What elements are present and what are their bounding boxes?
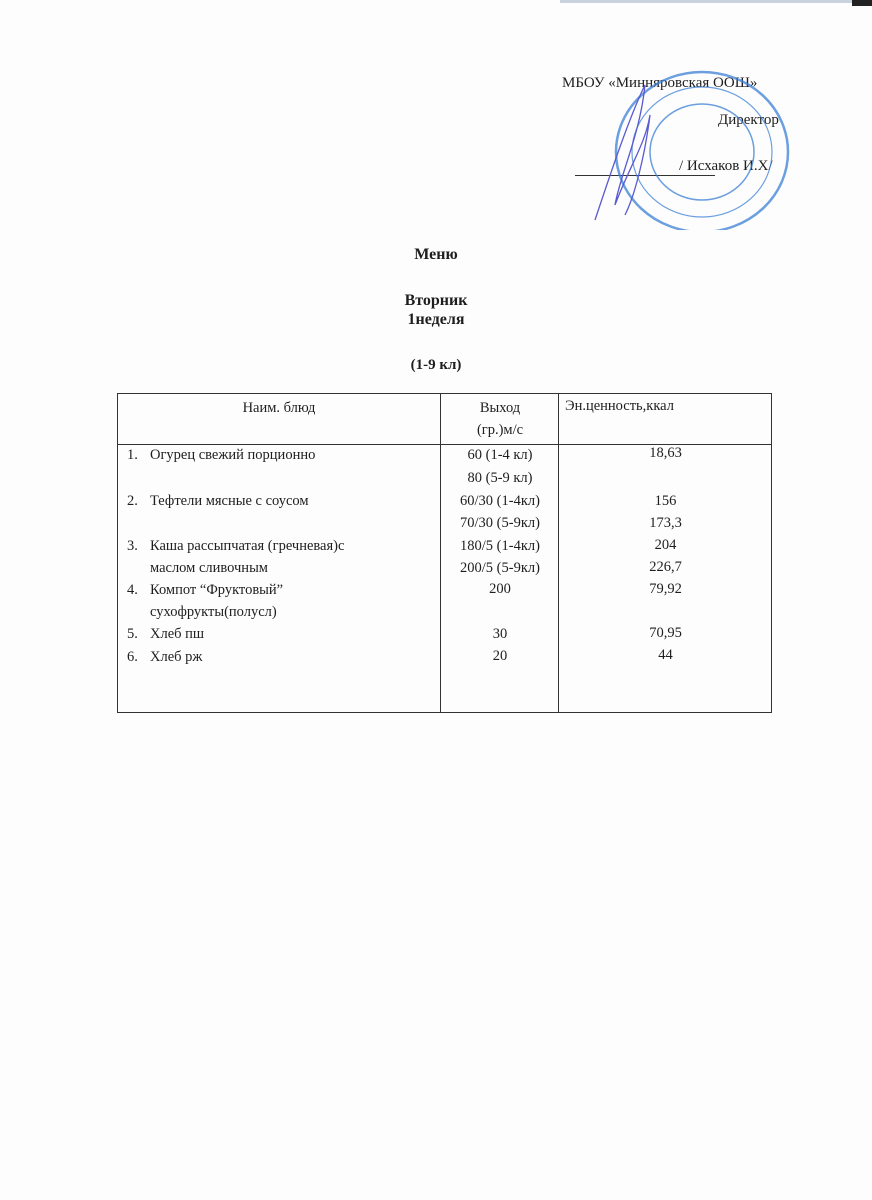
yield-value: 200/5 (5-9кл) xyxy=(460,560,540,576)
yield-value: 80 (5-9 кл) xyxy=(467,470,533,486)
yield-value: 200 xyxy=(489,581,511,597)
row-number: 2. xyxy=(127,493,138,509)
menu-table: Наим. блюд Выход (гр.)м/с Эн.ценность,кк… xyxy=(117,393,772,713)
dish-name-cont: сухофрукты(полусл) xyxy=(150,604,277,620)
yield-value: 20 xyxy=(492,648,508,664)
row-number: 4. xyxy=(127,582,138,598)
yield-value: 60 (1-4 кл) xyxy=(467,447,533,463)
energy-value: 156 xyxy=(654,493,677,509)
week-label: 1неделя xyxy=(407,311,465,328)
header-dish-name: Наим. блюд xyxy=(242,400,316,416)
dish-name: Компот “Фруктовый” xyxy=(150,582,284,598)
dish-name: Тефтели мясные с соусом xyxy=(150,493,309,509)
header-yield: Выход xyxy=(479,400,521,416)
energy-value: 18,63 xyxy=(649,445,682,461)
grades-label: (1-9 кл) xyxy=(410,357,462,373)
dish-name: Огурец свежий порционно xyxy=(150,447,316,463)
energy-value: 70,95 xyxy=(649,625,682,641)
day-label: Вторник xyxy=(404,292,468,309)
dish-name: Хлеб пш xyxy=(150,626,205,642)
header-energy: Эн.ценность,ккал xyxy=(565,398,674,414)
yield-value: 180/5 (1-4кл) xyxy=(460,538,540,554)
column-divider xyxy=(558,394,559,712)
row-number: 3. xyxy=(127,538,138,554)
energy-value: 226,7 xyxy=(649,559,682,575)
yield-value: 60/30 (1-4кл) xyxy=(460,493,540,509)
row-number: 1. xyxy=(127,447,138,463)
position-title: Директор xyxy=(718,112,779,128)
header-divider xyxy=(118,444,771,445)
energy-value: 79,92 xyxy=(649,581,682,597)
dish-name: Каша рассыпчатая (гречневая)с xyxy=(150,538,345,554)
row-number: 6. xyxy=(127,649,138,665)
signature-line xyxy=(575,175,715,176)
header-yield-unit: (гр.)м/с xyxy=(476,422,524,438)
organization-name: МБОУ «Минняровская ООШ» xyxy=(562,75,758,91)
signatory-name: / Исхаков И.Х/ xyxy=(679,158,773,174)
dish-name-cont: маслом сливочным xyxy=(150,560,268,576)
yield-value: 30 xyxy=(492,626,508,642)
document-title: Меню xyxy=(414,246,458,263)
energy-value: 204 xyxy=(654,537,677,553)
column-divider xyxy=(440,394,441,712)
dish-name: Хлеб рж xyxy=(150,649,203,665)
energy-value: 44 xyxy=(658,647,673,663)
scan-corner xyxy=(852,0,872,6)
energy-value: 173,3 xyxy=(649,515,682,531)
yield-value: 70/30 (5-9кл) xyxy=(460,515,540,531)
scan-edge xyxy=(560,0,860,3)
row-number: 5. xyxy=(127,626,138,642)
